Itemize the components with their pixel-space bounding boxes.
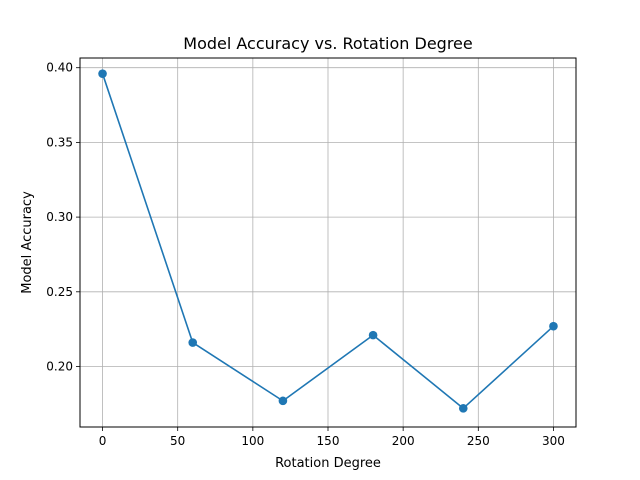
axis-ticks: 0 50 100 150 200 250 300 0.20 0.25 0.30 0.35 0.40	[46, 61, 565, 448]
data-point	[549, 321, 558, 331]
y-tick-label: 0.20	[46, 359, 73, 373]
x-tick-label: 200	[392, 434, 415, 448]
series-layer	[98, 69, 558, 413]
x-tick-label: 50	[170, 434, 185, 448]
data-point	[458, 404, 468, 413]
series-line	[101, 73, 554, 410]
x-tick-label: 300	[542, 434, 565, 448]
y-tick-label: 0.30	[46, 210, 73, 224]
y-tick-label: 0.35	[46, 135, 73, 149]
data-point	[98, 69, 107, 78]
grid-lines	[80, 58, 576, 427]
y-tick-label: 0.40	[46, 61, 73, 75]
y-axis-label: Model Accuracy	[20, 191, 35, 294]
data-point	[368, 330, 378, 340]
x-tick-label: 0	[99, 434, 107, 448]
x-axis-label: Rotation Degree	[275, 456, 381, 471]
chart-title: Model Accuracy vs. Rotation Degree	[183, 34, 472, 53]
y-tick-label: 0.25	[46, 285, 73, 299]
data-point	[278, 396, 288, 406]
x-tick-label: 150	[317, 434, 340, 448]
data-point	[188, 338, 198, 347]
x-tick-label: 100	[241, 434, 264, 448]
x-tick-label: 250	[467, 434, 490, 448]
